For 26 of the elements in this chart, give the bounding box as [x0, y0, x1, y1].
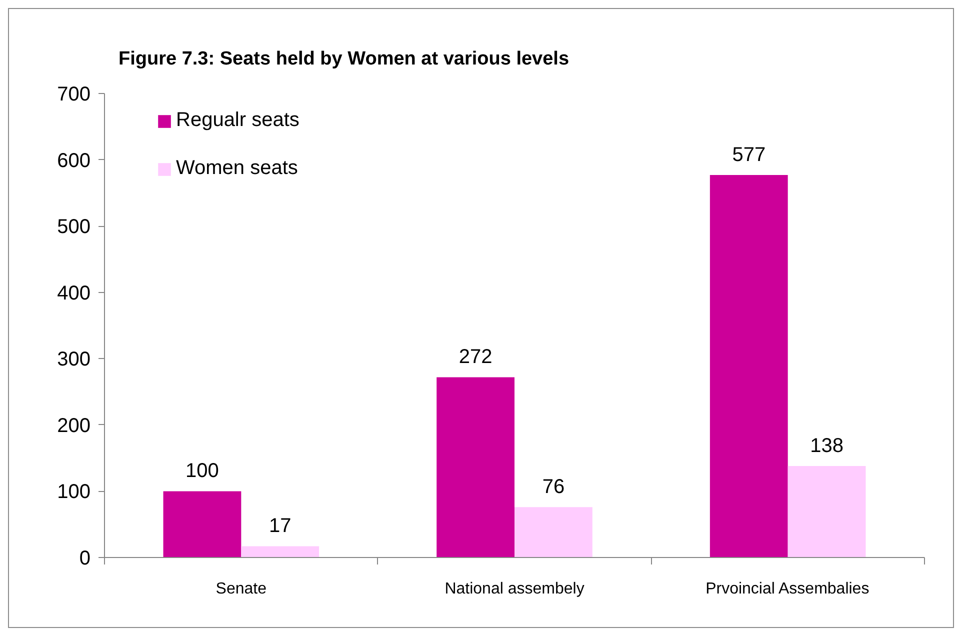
chart-title: Figure 7.3: Seats held by Women at various levels — [118, 48, 570, 70]
bar — [436, 377, 514, 558]
x-tick-label: Prvoincial Assembalies — [706, 580, 870, 598]
bar — [163, 491, 242, 558]
data-label: 577 — [732, 144, 766, 166]
bar — [241, 546, 320, 558]
data-label: 100 — [186, 460, 219, 482]
y-tick-label: 600 — [57, 150, 91, 172]
bar — [710, 175, 788, 558]
x-tick-label: National assembely — [444, 580, 584, 598]
y-tick-label: 700 — [57, 84, 91, 106]
bar — [788, 466, 866, 558]
legend-label: Regualr seats — [176, 109, 300, 132]
data-label: 138 — [810, 435, 844, 458]
y-tick-label: 300 — [57, 348, 91, 371]
data-label: 76 — [542, 476, 565, 498]
data-label: 17 — [268, 515, 292, 538]
legend-label: Women seats — [176, 157, 298, 180]
y-tick-label: 500 — [57, 216, 91, 238]
y-tick-label: 0 — [79, 548, 90, 570]
y-tick-label: 400 — [57, 282, 91, 304]
y-tick-label: 200 — [57, 414, 91, 437]
bar — [514, 507, 592, 558]
x-tick-label: Senate — [216, 580, 267, 598]
data-label: 272 — [458, 346, 492, 368]
y-tick-label: 100 — [57, 481, 91, 504]
